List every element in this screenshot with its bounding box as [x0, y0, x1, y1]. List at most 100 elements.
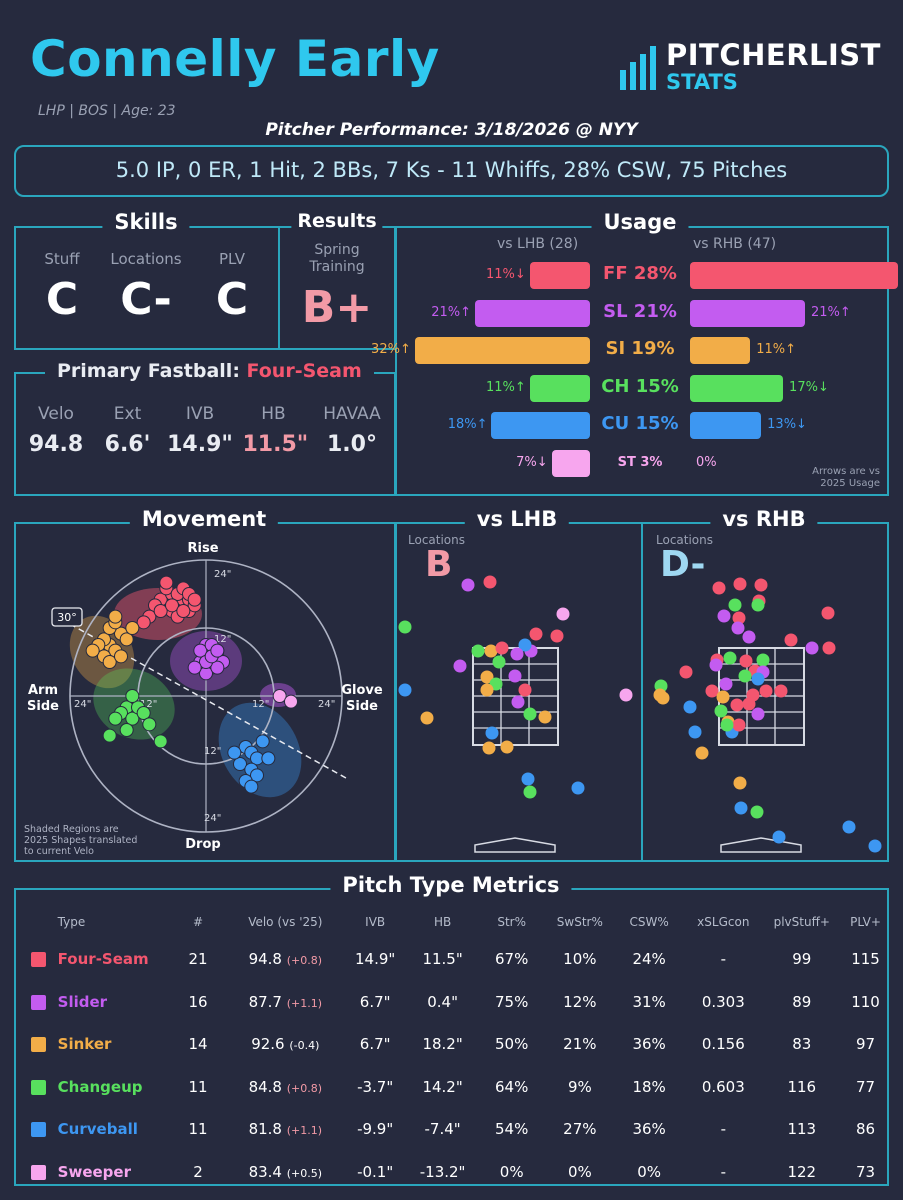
movement-point-sl — [210, 660, 225, 675]
rhb-location-point-cu — [688, 725, 702, 739]
fb-velo: Velo 94.8 — [22, 404, 90, 457]
skill-stuff-grade: C — [45, 274, 79, 325]
rhb-location-point-ch — [738, 669, 752, 683]
pitch-count: 11 — [188, 1077, 208, 1096]
lhb-caption: Locations — [408, 533, 466, 547]
ring-label-bottom-12: 12" — [204, 746, 221, 757]
results-title: Results — [291, 210, 383, 232]
movement-point-ch — [153, 734, 168, 749]
skill-plv-label: PLV — [218, 250, 245, 268]
rhb-location-point-ff — [679, 665, 693, 679]
usage-bar-lhb — [529, 374, 590, 402]
lhb-location-point-ch — [471, 644, 485, 658]
rhb-location-point-ff — [822, 641, 836, 655]
rhb-location-point-ff — [759, 684, 773, 698]
pitch-swatch — [31, 1079, 47, 1095]
pitch-swstr: 9% — [567, 1077, 592, 1096]
logo-bars-icon — [620, 46, 656, 90]
ring-label-right-24: 24" — [318, 699, 335, 710]
skill-locations-label: Locations — [110, 250, 182, 268]
rhb-grade: D- — [660, 544, 706, 585]
pitch-plvstuff: 83 — [792, 1035, 812, 1054]
rhb-location-point-ff — [730, 698, 744, 712]
usage-bar-lhb — [491, 412, 590, 439]
rhb-location-point-ff — [754, 578, 768, 592]
rhb-location-point-ch — [714, 704, 728, 718]
usage-rhb-label: vs RHB (47) — [693, 236, 777, 252]
pitch-str: 54% — [495, 1120, 529, 1139]
results-caption-1: Spring — [314, 242, 360, 258]
usage-pitch-label: FF 28% — [603, 263, 677, 284]
lhb-location-point-ff — [483, 575, 497, 589]
pitch-xslgcon: - — [720, 1162, 727, 1181]
lhb-location-point-st — [619, 688, 633, 702]
pitch-hb: 11.5" — [422, 950, 463, 969]
table-row: Slider 16 87.7 (+1.1) 6.7" 0.4" 75% 12% 31% 0.30… — [28, 981, 890, 1024]
pitch-hb: 14.2" — [422, 1077, 463, 1096]
usage-bar-lhb — [475, 299, 590, 327]
pitch-name: Curveball — [57, 1120, 138, 1139]
lhb-location-point-sl — [510, 647, 524, 661]
skill-stuff: Stuff C — [22, 250, 102, 325]
rhb-location-point-ch — [750, 805, 764, 819]
lhb-grade: B — [425, 544, 453, 585]
pitch-swatch — [31, 952, 47, 968]
pitch-str: 75% — [495, 992, 529, 1011]
pitch-csw: 36% — [632, 1035, 666, 1054]
rhb-location-point-ch — [756, 653, 770, 667]
fb-ivb-label: IVB — [185, 404, 215, 424]
arm-angle-label: 30° — [57, 611, 77, 624]
ring-label-right-12: 12" — [252, 699, 269, 710]
lhb-location-point-si — [420, 711, 434, 725]
rhb-location-plot — [653, 577, 882, 853]
rhb-location-point-sl — [805, 641, 819, 655]
pitch-plv: 110 — [851, 992, 880, 1011]
pitch-swstr: 0% — [567, 1162, 592, 1181]
col-csw: CSW% — [629, 915, 669, 929]
movement-point-ch — [102, 728, 117, 743]
lhb-location-point-cu — [571, 781, 585, 795]
velo-value: 87.7 — [248, 992, 282, 1011]
col-str: Str% — [497, 915, 527, 929]
pitch-csw: 18% — [632, 1077, 666, 1096]
movement-point-sl — [210, 643, 225, 658]
usage-pct-lhb: 11%↑ — [486, 379, 526, 395]
movement-point-ff — [159, 575, 174, 590]
usage-pct-rhb: 17%↓ — [789, 379, 829, 395]
rhb-location-point-cu — [868, 839, 882, 853]
table-row: Changeup 11 84.8 (+0.8) -3.7" 14.2" 64% 9% 18% 0… — [28, 1066, 890, 1109]
velo-delta: (-0.4) — [289, 1039, 320, 1053]
logo-subtitle: STATS — [666, 70, 738, 94]
pitch-ivb: 6.7" — [359, 992, 391, 1011]
pitch-velo: 87.7 (+1.1) — [228, 981, 343, 1024]
game-title: Pitcher Performance: 3/18/2026 @ NYY — [265, 120, 638, 140]
movement-point-ch — [108, 711, 123, 726]
pitch-plvstuff: 113 — [787, 1120, 817, 1139]
movement-point-si — [108, 609, 123, 624]
lhb-location-point-sl — [508, 669, 522, 683]
velo-value: 92.6 — [251, 1035, 285, 1054]
pitch-plv: 86 — [855, 1120, 876, 1139]
rhb-location-point-ch — [723, 651, 737, 665]
table-row: Sinker 14 92.6 (-0.4) 6.7" 18.2" 50% 21% 36% 0.1… — [28, 1023, 890, 1066]
pitch-velo: 83.4 (+0.5) — [228, 1151, 343, 1194]
usage-pct-rhb: 21%↑ — [810, 304, 851, 320]
rhb-location-point-ch — [720, 718, 734, 732]
pitch-xslgcon: 0.156 — [701, 1035, 745, 1054]
usage-pitch-label: SL 21% — [603, 300, 677, 322]
usage-pitch-label: ST 3% — [617, 454, 663, 470]
pitcher-name: Connelly Early — [30, 30, 440, 88]
game-line: 5.0 IP, 0 ER, 1 Hit, 2 BBs, 7 Ks - 11 Wh… — [115, 158, 788, 182]
rhb-location-point-ff — [742, 697, 756, 711]
usage-bar-rhb — [690, 262, 898, 289]
pitch-str: 0% — [499, 1162, 524, 1181]
lhb-location-point-ch — [398, 620, 412, 634]
pitch-count: 14 — [188, 1035, 208, 1054]
pitch-str: 67% — [495, 950, 529, 969]
pitch-name: Four-Seam — [57, 950, 149, 969]
pitch-velo: 84.8 (+0.8) — [228, 1066, 343, 1109]
lhb-location-point-cu — [485, 726, 499, 740]
movement-plot: 30° 24" 12" 12" 24" 12" 24" 12" 24" Rise… — [24, 541, 383, 857]
usage-bar-lhb — [529, 262, 590, 289]
movement-point-ch — [136, 706, 151, 720]
